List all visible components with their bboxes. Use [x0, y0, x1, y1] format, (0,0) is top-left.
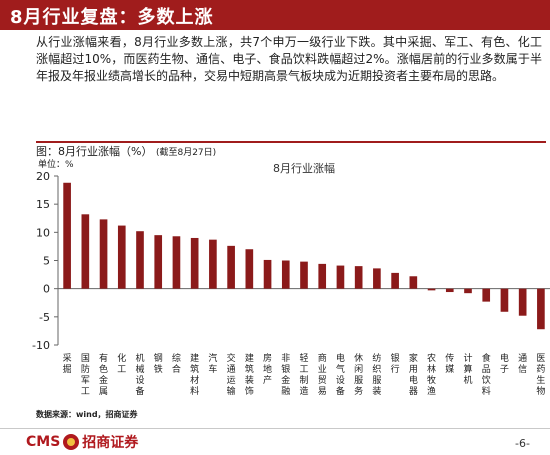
bar	[318, 263, 327, 289]
bar	[336, 265, 345, 289]
y-tick-label: 0	[43, 283, 50, 296]
bar	[227, 245, 235, 289]
bar	[445, 288, 454, 293]
x-category-label: 建筑装饰	[245, 352, 254, 397]
bar	[281, 260, 290, 289]
page-number: -6-	[515, 437, 530, 450]
bar	[63, 182, 71, 289]
bar	[172, 236, 181, 289]
bar	[154, 235, 163, 289]
x-category-label: 轻工制造	[299, 352, 308, 397]
x-category-label: 化工	[117, 352, 126, 375]
x-category-label: 电气设备	[336, 352, 345, 397]
y-tick-label: 20	[36, 170, 50, 183]
bar	[500, 288, 509, 312]
description-text: 从行业涨幅来看，8月行业多数上涨，共7个申万一级行业下跌。其中采掘、军工、有色、…	[36, 35, 542, 83]
x-category-label: 医药生物	[536, 353, 545, 397]
bar	[81, 214, 90, 289]
bar	[373, 268, 381, 289]
company-logo: CMS 招商证券	[26, 432, 138, 452]
bar	[482, 288, 491, 302]
bar	[409, 276, 418, 289]
x-category-label: 采掘	[63, 353, 72, 375]
bar	[99, 219, 108, 289]
data-source: 数据来源：wind，招商证券	[36, 410, 138, 419]
y-tick-label: 15	[36, 198, 50, 211]
chart-caption-subtitle: (截至8月27日)	[155, 148, 217, 158]
bar	[518, 288, 527, 316]
x-category-label: 机械设备	[135, 352, 144, 397]
bar	[427, 288, 436, 291]
x-category-label: 汽车	[208, 352, 217, 375]
bar	[245, 249, 254, 289]
bar	[263, 259, 272, 289]
x-category-label: 非银金融	[281, 352, 290, 397]
x-category-label: 家用电器	[409, 352, 418, 397]
logo-text: CMS	[26, 434, 61, 450]
x-category-label: 电子	[500, 352, 509, 375]
title-bar: 8月行业复盘：多数上涨	[0, 0, 550, 30]
bar	[117, 225, 126, 289]
x-category-label: 计算机	[463, 352, 472, 386]
page-title: 8月行业复盘：多数上涨	[10, 7, 214, 28]
y-tick-label: 10	[36, 226, 50, 239]
bar	[391, 272, 399, 289]
x-category-label: 农林牧渔	[427, 352, 436, 397]
x-category-label: 交通运输	[227, 352, 236, 397]
bar	[354, 266, 363, 289]
bar	[136, 231, 144, 289]
bar	[464, 288, 472, 294]
x-category-label: 纺织服装	[372, 352, 381, 397]
footer-divider	[0, 428, 550, 429]
x-category-label: 银行	[391, 352, 400, 375]
chart-title: 8月行业涨幅	[273, 162, 335, 175]
x-category-label: 综合	[172, 352, 181, 375]
y-tick-label: -10	[32, 339, 50, 352]
x-category-label: 通信	[518, 353, 527, 375]
chart-caption-title: 图：8月行业涨幅（%）	[36, 145, 153, 158]
x-category-label: 食品饮料	[482, 352, 491, 397]
y-tick-label: 5	[43, 255, 50, 268]
x-category-label: 商业贸易	[318, 352, 327, 397]
x-category-label: 国防军工	[81, 353, 90, 397]
bar	[209, 239, 217, 289]
bar	[190, 237, 199, 289]
x-category-label: 建筑材料	[190, 352, 199, 397]
x-category-label: 钢铁	[154, 352, 163, 375]
y-unit-label: 单位：%	[38, 158, 74, 170]
x-category-label: 有色金属	[99, 352, 108, 397]
bar	[537, 288, 545, 330]
bar	[300, 261, 308, 289]
chart-caption: 图：8月行业涨幅（%） (截至8月27日)	[36, 143, 216, 159]
logo-seal-icon	[63, 434, 80, 450]
x-category-label: 房地产	[263, 352, 272, 386]
chart-header-line	[36, 141, 546, 143]
logo-cn-text: 招商证券	[82, 435, 139, 451]
x-category-label: 休闲服务	[354, 352, 363, 397]
y-tick-label: -5	[39, 311, 50, 324]
x-category-label: 传媒	[445, 352, 454, 375]
